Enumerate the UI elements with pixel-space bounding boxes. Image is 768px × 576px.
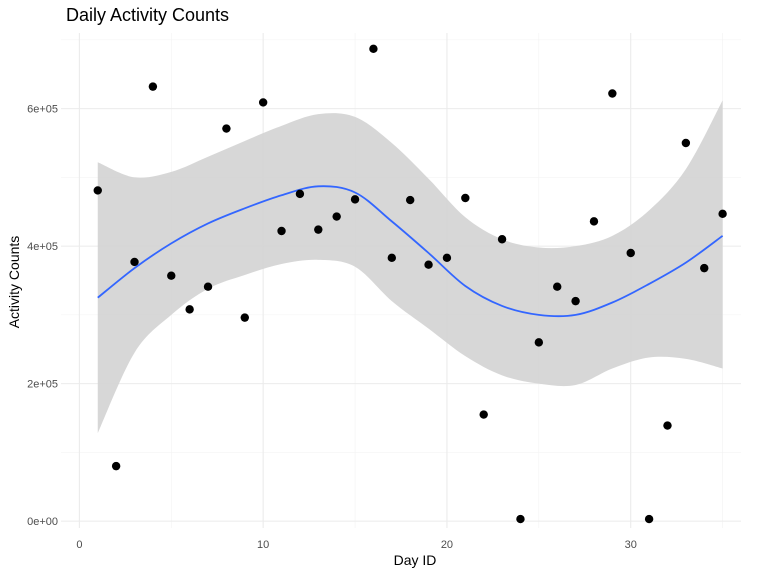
data-point <box>626 248 635 258</box>
x-tick-label: 20 <box>441 539 453 551</box>
confidence-band <box>97 100 723 434</box>
data-point <box>314 225 323 234</box>
data-point <box>350 195 360 204</box>
data-point <box>534 338 544 347</box>
y-tick-label: 0e+00 <box>27 516 58 528</box>
y-tick-label: 6e+05 <box>27 104 58 116</box>
data-point <box>369 44 378 54</box>
data-point <box>516 514 525 524</box>
data-point <box>258 98 268 107</box>
data-point <box>663 421 672 430</box>
smooth-line-layer <box>97 185 724 318</box>
data-point <box>644 514 654 524</box>
confidence-band-layer <box>97 100 723 434</box>
data-point <box>185 305 194 314</box>
data-point <box>130 257 139 267</box>
data-point <box>589 217 599 226</box>
data-point <box>405 195 415 205</box>
chart-title: Daily Activity Counts <box>66 5 230 25</box>
y-tick-label: 2e+05 <box>27 379 58 391</box>
x-axis-label: Day ID <box>393 552 437 568</box>
data-point <box>93 186 102 195</box>
data-point <box>479 410 488 419</box>
data-point <box>222 124 231 133</box>
data-point <box>332 212 341 221</box>
data-point <box>148 82 158 91</box>
x-tick-label: 0 <box>76 539 82 551</box>
data-point <box>608 89 617 98</box>
data-point <box>681 138 691 148</box>
data-point <box>295 189 305 199</box>
data-point <box>461 193 470 203</box>
data-point <box>718 209 727 219</box>
data-point <box>442 253 452 263</box>
data-point <box>571 296 580 306</box>
data-point <box>700 263 709 273</box>
x-tick-label: 30 <box>625 539 637 551</box>
data-point <box>497 235 507 244</box>
smooth-trend-line <box>97 185 724 318</box>
data-point <box>553 282 562 291</box>
data-point-layer <box>93 44 727 524</box>
data-point <box>167 271 176 280</box>
tick-label-layer: 0 10 20 30 0e+00 2e+05 4e+05 6e+05 <box>27 104 637 551</box>
data-point <box>203 282 213 291</box>
data-point <box>240 313 249 322</box>
x-tick-label: 10 <box>257 539 269 551</box>
data-point <box>424 260 433 269</box>
data-point <box>387 253 397 263</box>
data-point <box>111 461 121 471</box>
y-tick-label: 4e+05 <box>27 241 58 253</box>
data-point <box>277 226 286 236</box>
